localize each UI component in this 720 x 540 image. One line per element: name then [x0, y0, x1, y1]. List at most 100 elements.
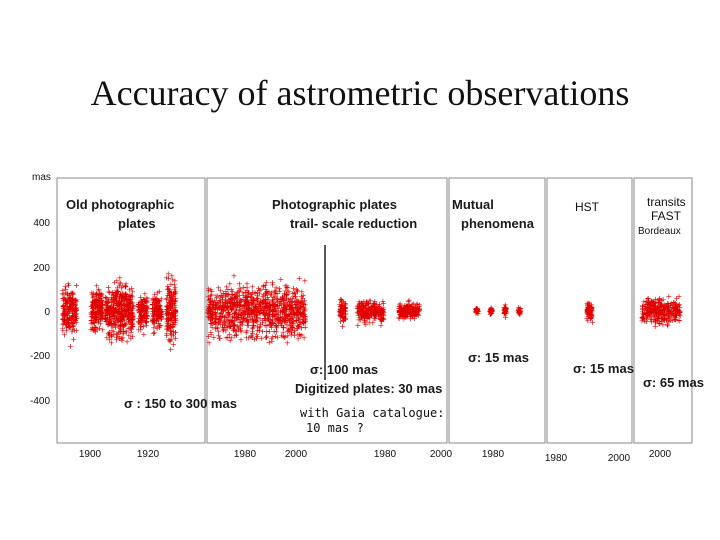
data-point-old-photographic: +	[164, 285, 171, 294]
data-point-old-photographic: +	[140, 330, 147, 339]
data-point-old-photographic: +	[92, 323, 99, 332]
data-point-old-photographic: +	[139, 300, 146, 309]
x-tick-label: 2000	[430, 449, 453, 460]
data-point-old-photographic: +	[103, 309, 110, 318]
data-point-old-photographic: +	[116, 316, 123, 325]
data-point-old-photographic: +	[88, 325, 95, 334]
data-point-old-photographic: +	[116, 299, 123, 308]
data-point-old-photographic: +	[111, 308, 118, 317]
data-point-old-photographic: +	[59, 325, 66, 334]
data-point-photographic-trail-scale: +	[294, 330, 301, 339]
data-point-old-photographic: +	[112, 314, 119, 323]
data-point-old-photographic: +	[69, 303, 76, 312]
data-point-old-photographic: +	[65, 280, 72, 289]
data-point-old-photographic: +	[104, 320, 111, 329]
data-point-old-photographic: +	[108, 317, 115, 326]
data-point-old-photographic: +	[113, 305, 120, 314]
data-point-old-photographic: +	[115, 317, 122, 326]
data-point-old-photographic: +	[110, 309, 117, 318]
data-point-old-photographic: +	[103, 294, 110, 303]
data-point-transits-fast: +	[674, 306, 681, 315]
data-point-old-photographic: +	[143, 304, 150, 313]
data-point-old-photographic: +	[105, 308, 112, 317]
data-point-old-photographic: +	[126, 296, 133, 305]
data-point-old-photographic: +	[92, 290, 99, 299]
panel-label: phenomena	[461, 216, 535, 231]
data-point-old-photographic: +	[120, 300, 127, 309]
data-point-old-photographic: +	[94, 326, 101, 335]
data-point-old-photographic: +	[64, 305, 71, 314]
data-point-old-photographic: +	[144, 304, 151, 313]
data-point-old-photographic: +	[72, 314, 79, 323]
data-point-old-photographic: +	[63, 310, 70, 319]
data-point-old-photographic: +	[114, 314, 121, 323]
data-point-old-photographic: +	[108, 306, 115, 315]
data-point-old-photographic: +	[88, 309, 95, 318]
data-point-old-photographic: +	[128, 313, 135, 322]
data-point-old-photographic: +	[61, 306, 68, 315]
data-point-old-photographic: +	[69, 298, 76, 307]
data-point-old-photographic: +	[94, 298, 101, 307]
data-point-old-photographic: +	[72, 309, 79, 318]
data-point-old-photographic: +	[140, 313, 147, 322]
data-point-old-photographic: +	[143, 298, 150, 307]
data-point-old-photographic: +	[64, 310, 71, 319]
data-point-old-photographic: +	[111, 296, 118, 305]
data-point-old-photographic: +	[136, 302, 143, 311]
panel-frame-old-photographic	[56, 177, 206, 444]
data-point-old-photographic: +	[129, 301, 136, 310]
data-point-old-photographic: +	[119, 320, 126, 329]
data-point-old-photographic: +	[73, 297, 80, 306]
data-point-old-photographic: +	[70, 304, 77, 313]
data-point-transits-fast: +	[666, 292, 673, 301]
data-point-old-photographic: +	[117, 327, 124, 336]
data-point-old-photographic: +	[117, 278, 124, 287]
data-point-old-photographic: +	[105, 307, 112, 316]
data-point-old-photographic: +	[71, 306, 78, 315]
data-point-old-photographic: +	[60, 305, 67, 314]
data-point-old-photographic: +	[94, 302, 101, 311]
data-point-old-photographic: +	[69, 301, 76, 310]
data-point-old-photographic: +	[116, 334, 123, 343]
data-point-old-photographic: +	[121, 304, 128, 313]
data-point-old-photographic: +	[142, 318, 149, 327]
data-point-old-photographic: +	[117, 309, 124, 318]
data-point-old-photographic: +	[135, 317, 142, 326]
data-point-old-photographic: +	[117, 300, 124, 309]
data-point-mutual-phenomena: +	[517, 308, 524, 317]
data-point-old-photographic: +	[118, 301, 125, 310]
data-point-old-photographic: +	[125, 331, 132, 340]
data-point-old-photographic: +	[115, 314, 122, 323]
data-point-old-photographic: +	[92, 313, 99, 322]
data-point-old-photographic: +	[61, 301, 68, 310]
data-point-old-photographic: +	[110, 290, 117, 299]
data-point-old-photographic: +	[139, 314, 146, 323]
data-point-old-photographic: +	[114, 314, 121, 323]
x-tick-label: 2000	[285, 449, 308, 460]
data-point-old-photographic: +	[91, 312, 98, 321]
data-point-old-photographic: +	[98, 293, 105, 302]
data-point-old-photographic: +	[66, 298, 73, 307]
x-tick-label: 2000	[608, 453, 631, 464]
data-point-old-photographic: +	[141, 302, 148, 311]
data-point-old-photographic: +	[108, 331, 115, 340]
data-point-old-photographic: +	[139, 303, 146, 312]
data-point-old-photographic: +	[99, 302, 106, 311]
data-point-old-photographic: +	[127, 304, 134, 313]
data-point-old-photographic: +	[64, 315, 71, 324]
data-point-old-photographic: +	[70, 315, 77, 324]
data-point-old-photographic: +	[97, 306, 104, 315]
data-point-old-photographic: +	[69, 297, 76, 306]
data-point-old-photographic: +	[61, 309, 68, 318]
data-point-old-photographic: +	[89, 309, 96, 318]
data-point-old-photographic: +	[97, 305, 104, 314]
data-point-old-photographic: +	[121, 320, 128, 329]
data-point-old-photographic: +	[137, 307, 144, 316]
data-point-old-photographic: +	[66, 294, 73, 303]
data-point-photographic-trail-scale: +	[206, 304, 213, 313]
data-point-old-photographic: +	[113, 296, 120, 305]
data-point-old-photographic: +	[144, 306, 151, 315]
data-point-old-photographic: +	[143, 304, 150, 313]
data-point-old-photographic: +	[90, 289, 97, 298]
data-point-old-photographic: +	[64, 304, 71, 313]
